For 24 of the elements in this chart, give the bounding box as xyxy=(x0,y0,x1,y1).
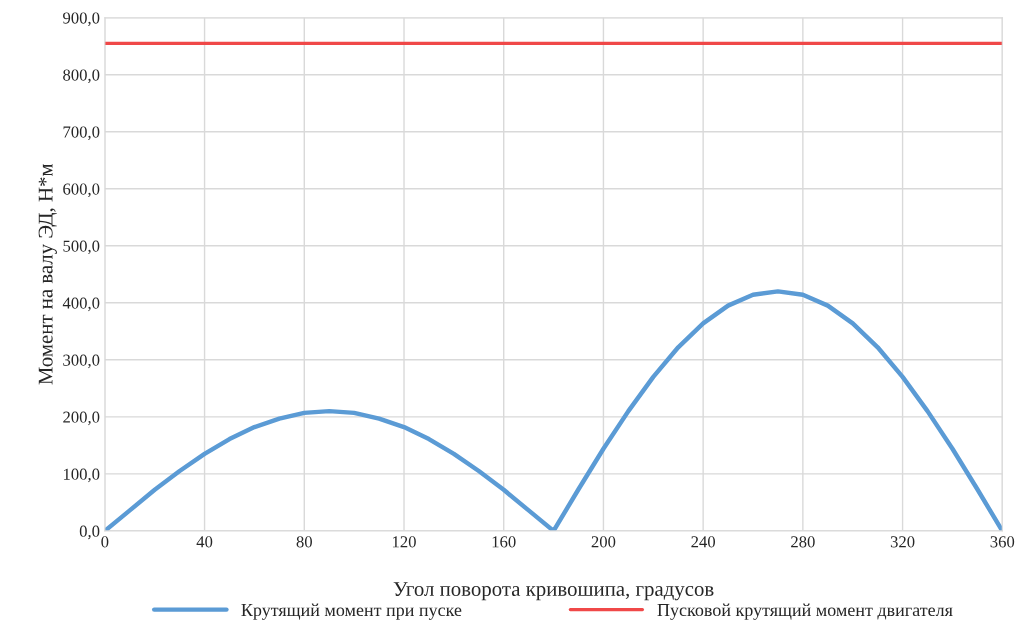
x-tick-label: 320 xyxy=(890,536,915,548)
y-tick-label: 400,0 xyxy=(62,297,100,312)
x-tick-label: 0 xyxy=(101,536,109,548)
x-tick-label: 40 xyxy=(196,536,213,548)
y-tick-label: 800,0 xyxy=(63,69,100,84)
x-tick-label: 240 xyxy=(691,536,716,548)
y-tick-label: 200,0 xyxy=(63,411,100,426)
y-tick-label: 900,0 xyxy=(63,12,100,27)
y-tick-label: 300,0 xyxy=(63,354,100,369)
x-tick-label: 360 xyxy=(990,536,1015,548)
legend-label: Пусковой крутящий момент двигателя xyxy=(657,603,953,620)
x-tick-label: 200 xyxy=(591,536,616,548)
y-axis-title: Момент на валу ЭД, Н*м xyxy=(38,163,57,385)
y-tick-label: 700,0 xyxy=(63,126,100,141)
y-tick-label: 0,0 xyxy=(79,525,100,540)
y-tick-label: 600,0 xyxy=(63,183,100,198)
x-tick-label: 80 xyxy=(296,536,312,548)
x-axis-title: Угол поворота кривошипа, градусов xyxy=(393,582,714,601)
x-tick-label: 160 xyxy=(492,536,516,548)
x-tick-label: 280 xyxy=(791,536,815,548)
y-tick-label: 100,0 xyxy=(63,468,100,483)
legend-label: Крутящий момент при пуске xyxy=(241,603,462,620)
y-tick-label: 500,0 xyxy=(63,240,100,255)
x-tick-label: 120 xyxy=(392,536,416,548)
